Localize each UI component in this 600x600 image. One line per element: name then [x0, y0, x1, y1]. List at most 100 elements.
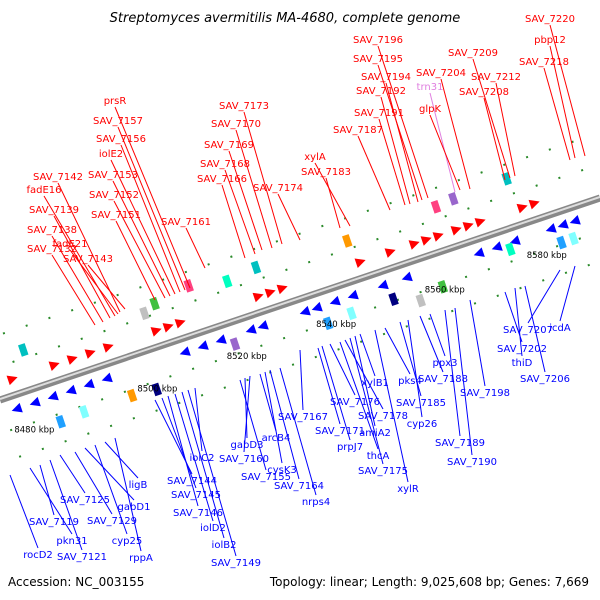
- gene-label-nrps4: nrps4: [302, 497, 330, 508]
- reverse-gene-arrow: [569, 215, 581, 225]
- gene-label-SAV_7173: SAV_7173: [219, 101, 269, 112]
- label-leader-line: [321, 345, 351, 441]
- forward-gene-arrow: [150, 327, 162, 337]
- label-leader-line: [380, 96, 411, 205]
- label-leader-line: [259, 373, 277, 432]
- forward-gene-arrow: [528, 199, 540, 210]
- scale-ticks: 8480 kbp 8500 kbp 8520 kbp 8540 kbp 8560 kbp…: [14, 251, 566, 436]
- label-leader-line: [117, 126, 186, 291]
- gene-label-pks4: pks4: [398, 376, 422, 387]
- label-leader-line: [239, 379, 267, 471]
- label-leader-line: [43, 195, 116, 317]
- label-leader-line: [167, 395, 199, 507]
- forward-gene-arrow: [276, 284, 288, 295]
- label-leader-line: [374, 329, 409, 483]
- gene-label-xylA: xylA: [304, 152, 326, 163]
- gene-label-SAV_7168: SAV_7168: [200, 159, 250, 170]
- forward-gene-arrow: [6, 375, 18, 386]
- label-leader-line: [87, 264, 126, 310]
- gene-label-SAV_7176: SAV_7176: [330, 397, 380, 408]
- gene-block: [18, 343, 29, 357]
- label-leader-line: [384, 327, 411, 375]
- gene-block: [322, 316, 334, 331]
- reverse-gene-arrow: [29, 396, 41, 407]
- gene-block: [126, 388, 138, 403]
- gene-label-xylB1: xylB1: [361, 378, 389, 389]
- gene-label-SAV_7218: SAV_7218: [519, 57, 569, 68]
- gene-label-SAV_7171: SAV_7171: [315, 426, 365, 437]
- gene-block: [430, 199, 442, 214]
- label-lines: [9, 24, 586, 557]
- label-leader-line: [114, 437, 142, 552]
- gene-label-SAV_7206: SAV_7206: [520, 374, 570, 385]
- label-leader-line: [244, 377, 248, 439]
- forward-gene-arrow: [450, 226, 462, 236]
- label-leader-line: [269, 369, 300, 480]
- label-leader-line: [339, 341, 379, 450]
- forward-gene-arrow: [474, 218, 486, 228]
- label-leader-line: [325, 177, 341, 229]
- gene-label-prpJ7: prpJ7: [337, 442, 363, 453]
- forward-gene-arrow: [66, 355, 78, 365]
- gene-label-SAV_7170: SAV_7170: [211, 119, 261, 130]
- gene-block: [556, 235, 567, 250]
- label-leader-line: [524, 285, 546, 373]
- gene-label-pbp12: pbp12: [534, 35, 566, 46]
- label-leader-line: [429, 92, 456, 193]
- gene-label-SAV_7212: SAV_7212: [471, 72, 521, 83]
- label-leader-line: [549, 45, 576, 159]
- gene-label-SAV_7195: SAV_7195: [353, 54, 403, 65]
- reverse-gene-arrow: [377, 279, 389, 290]
- gene-label-SAV_7198: SAV_7198: [460, 388, 510, 399]
- gene-label-SAV_7169: SAV_7169: [204, 140, 254, 151]
- reverse-gene-arrow: [347, 289, 359, 300]
- gene-block: [78, 404, 90, 419]
- gene-label-SAV_7146: SAV_7146: [173, 508, 223, 519]
- gene-label-cyp26: cyp26: [407, 419, 438, 430]
- gene-label-SAV_7138: SAV_7138: [27, 225, 77, 236]
- label-leader-line: [181, 391, 225, 539]
- label-leader-line: [277, 193, 301, 241]
- label-leader-line: [264, 371, 283, 464]
- label-leader-line: [444, 309, 461, 437]
- label-leader-line: [187, 389, 237, 557]
- guide-line: [18, 260, 600, 458]
- gene-label-SAV_7119: SAV_7119: [29, 517, 79, 528]
- label-leader-line: [514, 287, 523, 357]
- gene-block: [149, 296, 160, 311]
- label-leader-line: [527, 269, 561, 324]
- label-leader-line: [357, 135, 391, 211]
- gene-label-SAV_7156: SAV_7156: [96, 134, 146, 145]
- label-leader-line: [161, 397, 197, 489]
- gene-label-xylR: xylR: [397, 484, 419, 495]
- gene-label-SAV_7207: SAV_7207: [503, 325, 553, 336]
- label-leader-line: [69, 249, 119, 315]
- reverse-gene-arrow: [245, 324, 257, 334]
- gene-label-iolB2: iolB2: [212, 540, 237, 551]
- gene-block: [222, 274, 233, 289]
- gene-label-SAV_7143: SAV_7143: [63, 254, 113, 265]
- gene-block: [437, 279, 449, 294]
- label-leader-line: [39, 464, 55, 516]
- label-leader-line: [299, 349, 304, 411]
- gene-label-SAV_7185: SAV_7185: [396, 398, 446, 409]
- gene-block: [505, 242, 516, 257]
- label-leader-line: [53, 215, 111, 319]
- scale-tick-label: 8540 kbp: [316, 320, 356, 330]
- gene-label-SAV_7208: SAV_7208: [459, 87, 509, 98]
- label-leader-line: [59, 454, 86, 494]
- reverse-gene-arrow: [299, 305, 311, 316]
- label-leader-line: [377, 64, 423, 201]
- accession-text: Accession: NC_003155: [8, 575, 144, 589]
- label-leader-line: [120, 144, 181, 293]
- gene-label-SAV_7202: SAV_7202: [497, 344, 547, 355]
- label-leader-line: [377, 45, 429, 199]
- forward-gene-arrow: [162, 323, 174, 333]
- gene-label-SAV_7187: SAV_7187: [333, 125, 383, 136]
- label-leader-line: [51, 254, 96, 326]
- gene-block: [55, 414, 66, 429]
- gene-label-rppA: rppA: [129, 553, 153, 564]
- forward-gene-arrow: [84, 349, 96, 359]
- label-leader-line: [349, 337, 384, 465]
